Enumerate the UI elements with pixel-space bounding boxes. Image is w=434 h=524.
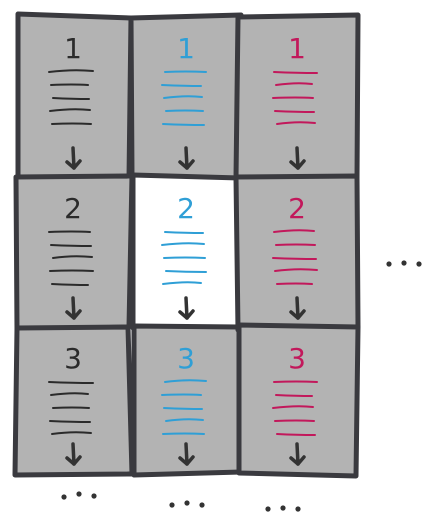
- page-text-line: [163, 95, 203, 99]
- page-text-line: [273, 229, 315, 233]
- page-number-label: 1: [288, 32, 306, 65]
- page-text-line: [273, 380, 318, 383]
- page-text-line: [50, 392, 89, 396]
- page-text-line: [164, 379, 207, 383]
- page-text-line: [51, 283, 89, 286]
- page-cell-column-blue-2: 2: [130, 172, 243, 333]
- page-text-line: [276, 282, 313, 285]
- page-text-line: [274, 110, 315, 113]
- page-text-line: [162, 432, 205, 435]
- page-text-line: [165, 270, 207, 273]
- page-text-line: [52, 255, 93, 259]
- page-number-label: 3: [64, 342, 82, 375]
- down-arrow-icon: [65, 146, 82, 170]
- page-number-label: 1: [177, 32, 195, 65]
- page-text-line: [48, 381, 94, 384]
- page-text-line: [165, 418, 204, 422]
- page-text-line: [164, 231, 204, 234]
- page-cell-column-black-2: 2: [13, 173, 135, 333]
- page-cell-column-magenta-1: 1: [233, 12, 361, 183]
- page-cell-column-blue-1: 1: [128, 12, 245, 182]
- page-text-line: [49, 269, 94, 272]
- page-number-label: 2: [177, 192, 195, 225]
- page-cell-column-black-3: 3: [12, 324, 135, 478]
- down-arrow-icon: [289, 442, 306, 466]
- page-text-line: [51, 431, 92, 435]
- page-outline: [236, 322, 361, 479]
- page-text-line: [48, 69, 94, 73]
- page-number-label: 3: [177, 342, 195, 375]
- page-text-line: [51, 122, 92, 125]
- ellipsis-right: ...: [386, 260, 422, 267]
- down-arrow-icon: [178, 296, 195, 320]
- page-text-line: [49, 108, 91, 112]
- page-text-line: [272, 96, 314, 99]
- page-number-label: 3: [288, 342, 306, 375]
- page-number-label: 2: [288, 192, 306, 225]
- page-grid: 1 2 3 1 2 3 1 2 3: [12, 11, 361, 479]
- page-cell-column-magenta-2: 2: [233, 173, 361, 333]
- page-text-line: [52, 406, 90, 409]
- down-arrow-icon: [65, 442, 82, 466]
- ellipsis-bottom-2: ...: [169, 500, 205, 508]
- page-text-line: [162, 281, 202, 285]
- page-text-line: [161, 242, 205, 246]
- ellipsis-bottom-1: ...: [61, 491, 97, 500]
- page-text-line: [50, 83, 89, 86]
- page-text-line: [274, 268, 318, 272]
- page-text-line: [161, 84, 202, 87]
- page-text-line: [272, 257, 317, 260]
- page-text-line: [163, 256, 206, 259]
- page-text-line: [165, 109, 204, 112]
- page-cell-column-blue-3: 3: [131, 323, 244, 478]
- page-text-line: [273, 71, 318, 74]
- page-text-line: [48, 230, 91, 233]
- down-arrow-icon: [289, 146, 306, 170]
- page-number-label: 1: [64, 32, 82, 65]
- page-cell-column-black-1: 1: [15, 11, 134, 182]
- down-arrow-icon: [178, 146, 195, 170]
- page-text-line: [52, 97, 90, 100]
- ellipsis-bottom-3: ...: [265, 505, 301, 512]
- page-text-line: [161, 393, 202, 396]
- page-number-label: 2: [64, 192, 82, 225]
- page-text-line: [275, 243, 316, 246]
- page-text-line: [164, 70, 207, 73]
- page-text-line: [276, 433, 316, 436]
- page-text-line: [163, 407, 203, 410]
- page-text-line: [162, 123, 205, 126]
- page-text-line: [272, 405, 314, 409]
- down-arrow-icon: [178, 442, 195, 466]
- page-text-line: [275, 82, 313, 86]
- down-arrow-icon: [289, 296, 306, 320]
- page-text-line: [49, 420, 91, 423]
- page-cell-column-magenta-3: 3: [236, 322, 361, 479]
- continuation-marks: ............: [61, 260, 422, 512]
- page-text-line: [275, 394, 313, 397]
- page-text-line: [50, 244, 92, 247]
- page-text-line: [276, 121, 316, 125]
- page-text-line: [274, 419, 315, 422]
- down-arrow-icon: [65, 296, 82, 320]
